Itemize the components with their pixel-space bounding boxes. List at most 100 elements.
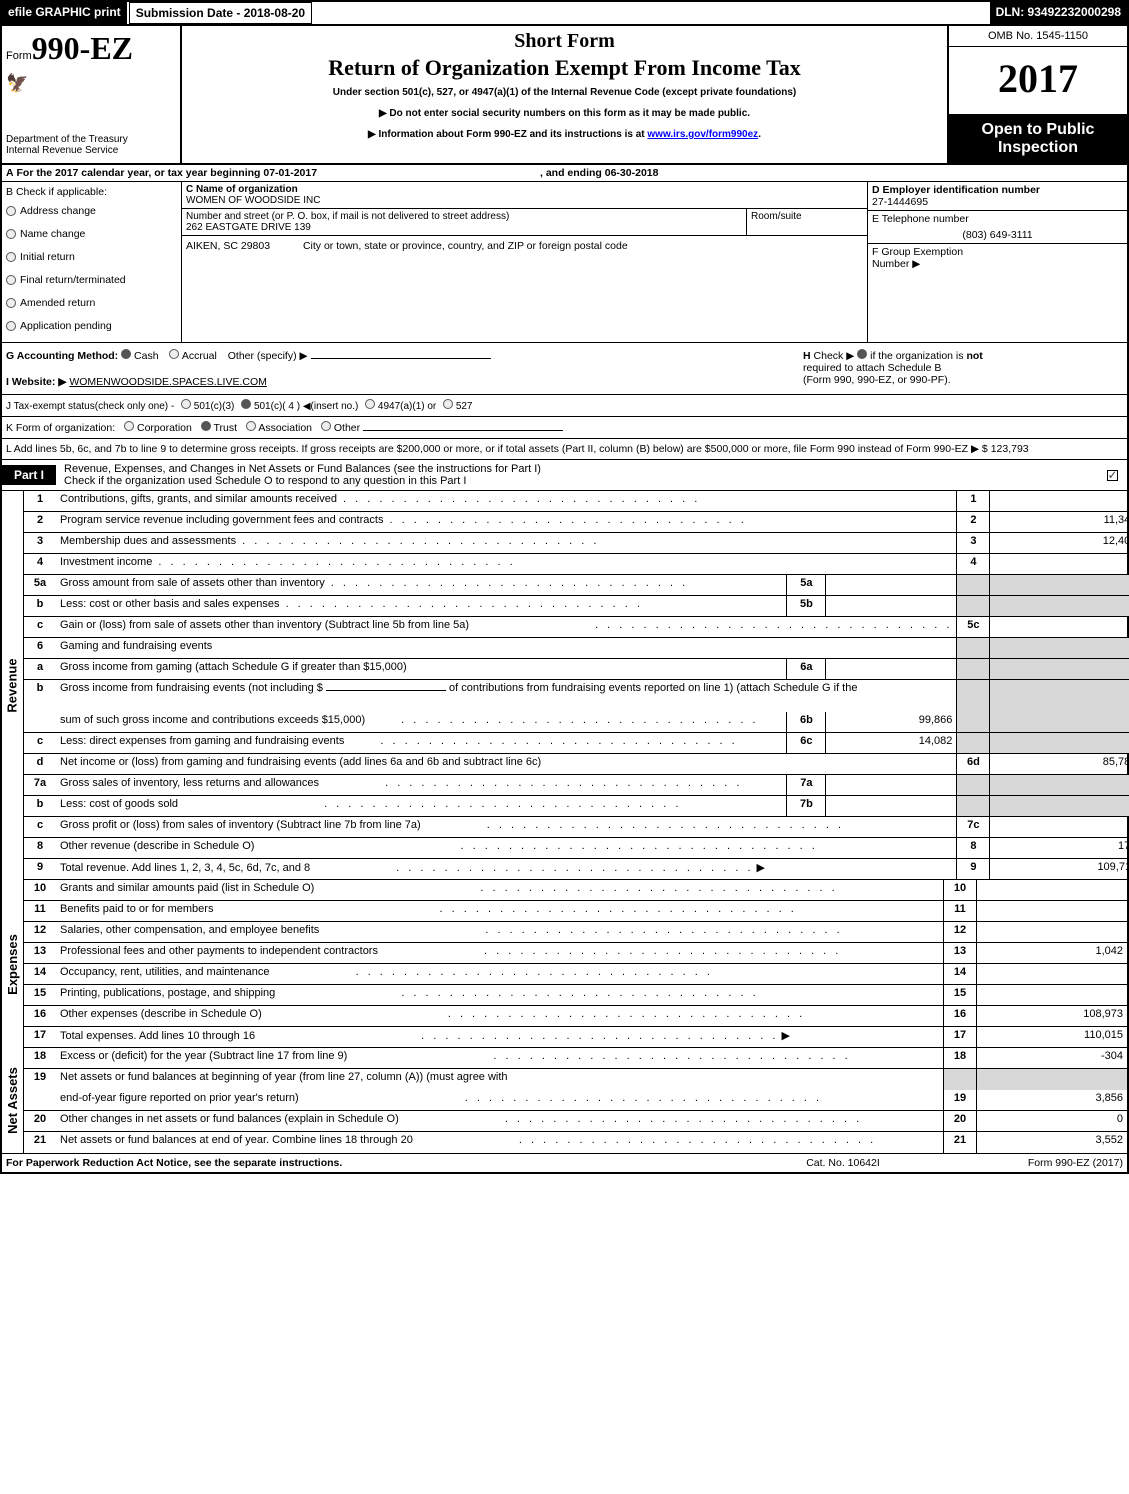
l-amount: 123,793 [991, 443, 1029, 455]
k-corp-radio[interactable] [124, 421, 134, 431]
row-6b-sub: 6b [786, 712, 826, 732]
room-block: Room/suite [747, 209, 867, 235]
netassets-side-label: Net Assets [2, 1048, 24, 1153]
row-3-desc: Membership dues and assessments [56, 533, 956, 553]
row-5c-amount [990, 617, 1129, 637]
row-9-line: 9 [956, 859, 990, 879]
row-2-desc: Program service revenue including govern… [56, 512, 956, 532]
k-assoc-radio[interactable] [246, 421, 256, 431]
row-20-num: 20 [24, 1111, 56, 1131]
j-501c-radio[interactable] [241, 399, 251, 409]
form-990ez-page: efile GRAPHIC print Submission Date - 20… [0, 0, 1129, 1174]
row-21-amount: 3,552 [977, 1132, 1127, 1153]
row-19-line-1 [943, 1069, 977, 1090]
row-6-desc: Gaming and fundraising events [56, 638, 956, 658]
note-info-prefix: ▶ Information about Form 990-EZ and its … [368, 129, 647, 140]
row-19-desc1: Net assets or fund balances at beginning… [56, 1069, 943, 1090]
row-5a: 5a Gross amount from sale of assets othe… [24, 575, 1129, 596]
omb-number: OMB No. 1545-1150 [949, 26, 1127, 47]
row-6b-line-2 [956, 712, 990, 732]
row-6d-amount: 85,784 [990, 754, 1129, 774]
part1-header: Part I Revenue, Expenses, and Changes in… [2, 460, 1127, 491]
instructions-link[interactable]: www.irs.gov/form990ez [647, 129, 758, 140]
row-5b: b Less: cost or other basis and sales ex… [24, 596, 1129, 617]
h-checkbox[interactable] [857, 349, 867, 359]
row-1-desc: Contributions, gifts, grants, and simila… [56, 491, 956, 511]
city-block: AIKEN, SC 29803 City or town, state or p… [182, 236, 867, 256]
accrual-label: Accrual [182, 350, 217, 362]
ein-value: 27-1444695 [872, 196, 928, 208]
row-6c-num: c [24, 733, 56, 753]
row-6c-desc: Less: direct expenses from gaming and fu… [56, 733, 786, 753]
part1-tag: Part I [2, 465, 56, 485]
k-trust-radio[interactable] [201, 421, 211, 431]
part1-heading-rest: (see the instructions for Part I) [391, 463, 541, 475]
row-11-num: 11 [24, 901, 56, 921]
row-10-amount [977, 880, 1127, 900]
d-label: D Employer identification number [872, 184, 1040, 196]
row-19-amount-1 [977, 1069, 1127, 1090]
street-value: 262 EASTGATE DRIVE 139 [186, 222, 311, 233]
row-6b-2: sum of such gross income and contributio… [24, 712, 1129, 733]
amended-return-radio[interactable] [6, 298, 16, 308]
row-11-desc: Benefits paid to or for members [56, 901, 943, 921]
cash-radio[interactable] [121, 349, 131, 359]
cash-label: Cash [134, 350, 159, 362]
row-6b-1: b Gross income from fundraising events (… [24, 680, 1129, 712]
j-501c: 501(c)( 4 ) ◀(insert no.) [254, 401, 358, 412]
e-label: E Telephone number [872, 213, 969, 225]
row-6d: d Net income or (loss) from gaming and f… [24, 754, 1129, 775]
row-14: 14 Occupancy, rent, utilities, and maint… [24, 964, 1127, 985]
row-19-2: end-of-year figure reported on prior yea… [24, 1090, 1127, 1111]
part1-schedule-o-checkbox[interactable] [1107, 470, 1118, 481]
line-a-text1: For the 2017 calendar year, or tax year … [17, 167, 318, 179]
row-6c-amount [990, 733, 1129, 753]
l-amt-prefix: ▶ $ [971, 443, 991, 455]
final-return-radio[interactable] [6, 275, 16, 285]
row-6d-line: 6d [956, 754, 990, 774]
row-6d-num: d [24, 754, 56, 774]
application-pending-radio[interactable] [6, 321, 16, 331]
f-label2: Number ▶ [872, 258, 920, 270]
j-4947-radio[interactable] [365, 399, 375, 409]
name-change-radio[interactable] [6, 229, 16, 239]
address-change-radio[interactable] [6, 206, 16, 216]
row-6b-line-1 [956, 680, 990, 712]
netassets-grid: Net Assets 18 Excess or (deficit) for th… [2, 1048, 1127, 1153]
k-trust: Trust [214, 422, 238, 434]
phone-block: E Telephone number (803) 649-3111 [868, 211, 1127, 244]
row-3: 3 Membership dues and assessments 3 12,4… [24, 533, 1129, 554]
row-5b-subval [826, 596, 956, 616]
part1-check-text: Check if the organization used Schedule … [64, 475, 466, 487]
row-9: 9 Total revenue. Add lines 1, 2, 3, 4, 5… [24, 859, 1129, 880]
right-info: D Employer identification number 27-1444… [867, 182, 1127, 342]
row-17: 17 Total expenses. Add lines 10 through … [24, 1027, 1127, 1048]
row-14-desc: Occupancy, rent, utilities, and maintena… [56, 964, 943, 984]
j-rest: (check only one) - [95, 401, 174, 412]
j-4947: 4947(a)(1) or [378, 401, 436, 412]
row-6a-line [956, 659, 990, 679]
org-info: C Name of organization WOMEN OF WOODSIDE… [182, 182, 867, 342]
initial-return-radio[interactable] [6, 252, 16, 262]
footer: For Paperwork Reduction Act Notice, see … [2, 1153, 1127, 1172]
row-1-line: 1 [956, 491, 990, 511]
row-11: 11 Benefits paid to or for members 11 [24, 901, 1127, 922]
row-16: 16 Other expenses (describe in Schedule … [24, 1006, 1127, 1027]
row-6-amount [990, 638, 1129, 658]
j-501c3-radio[interactable] [181, 399, 191, 409]
line-j: J Tax-exempt status(check only one) - 50… [2, 395, 1127, 417]
l-label: L [6, 443, 11, 455]
row-18-amount: -304 [977, 1048, 1127, 1068]
row-7a-subval [826, 775, 956, 795]
accrual-radio[interactable] [169, 349, 179, 359]
j-527-radio[interactable] [443, 399, 453, 409]
k-other-radio[interactable] [321, 421, 331, 431]
g-label: G Accounting Method: [6, 350, 118, 362]
form-prefix: Form [6, 50, 32, 62]
top-bar: efile GRAPHIC print Submission Date - 20… [2, 2, 1127, 26]
row-12-num: 12 [24, 922, 56, 942]
other-specify-label: Other (specify) ▶ [228, 350, 308, 362]
tax-year: 2017 [949, 47, 1127, 115]
row-6a-desc: Gross income from gaming (attach Schedul… [56, 659, 786, 679]
row-19-amount: 3,856 [977, 1090, 1127, 1110]
